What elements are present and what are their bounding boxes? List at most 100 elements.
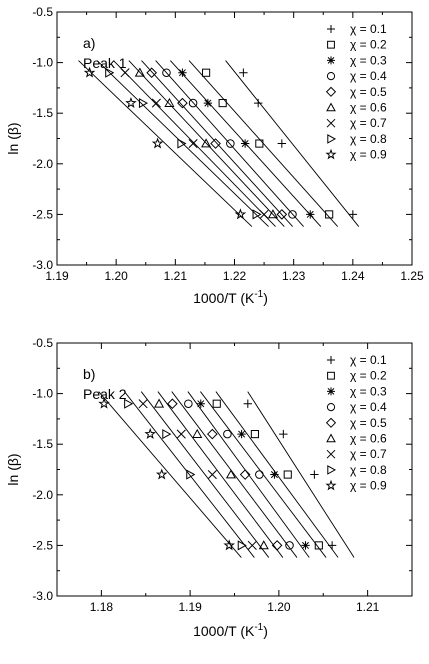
data-point-plus [327, 541, 337, 550]
data-point-circle [226, 139, 235, 148]
legend-marker-plus [327, 25, 335, 33]
data-point-diamond [276, 209, 288, 220]
data-point-x [151, 98, 161, 108]
data-point-asterisk [237, 429, 246, 439]
data-point-star [155, 468, 168, 480]
data-point-square [218, 99, 227, 108]
series-03 [178, 68, 315, 219]
fit-line [187, 391, 310, 558]
data-point-circle [223, 429, 232, 439]
legend-marker-asterisk [327, 387, 335, 396]
data-point-diamond [206, 428, 218, 440]
fit-line [124, 391, 255, 558]
legend-label: χ = 0.1 [350, 22, 387, 36]
data-point-x [176, 429, 186, 439]
legend-label: χ = 0.4 [350, 400, 387, 414]
data-point-circle [255, 470, 264, 479]
fit-line [171, 391, 298, 558]
fit-line [141, 60, 293, 227]
legend-label: χ = 0.3 [350, 384, 387, 398]
legend: χ = 0.1 χ = 0.2χ = 0.3 χ = 0.4 χ = 0.5 χ = 0… [325, 353, 387, 493]
y-tick-label: -2.0 [32, 157, 53, 171]
data-point-star [83, 66, 96, 78]
data-point-triangle-up [164, 97, 175, 107]
series-01 [239, 68, 358, 219]
data-point-square [255, 139, 264, 148]
data-point-square [283, 470, 292, 479]
data-point-plus [348, 210, 358, 219]
data-point-triangle-right [177, 138, 187, 149]
series-07 [120, 68, 269, 219]
data-point-diamond [167, 398, 178, 410]
data-point-x [120, 68, 130, 78]
fit-lines [78, 60, 360, 227]
legend-label: χ = 0.2 [350, 38, 387, 52]
fit-line [157, 391, 284, 558]
legend-marker-triangle-up [326, 102, 336, 112]
legend-marker-x [326, 449, 336, 459]
data-point-asterisk [240, 139, 250, 148]
legend-label: χ = 0.8 [350, 132, 387, 146]
data-point-asterisk [203, 98, 213, 108]
data-point-triangle-up [192, 428, 203, 438]
fit-line [155, 60, 304, 227]
x-tick-label: 1.25 [400, 269, 424, 283]
x-axis-label: 1000/T (K-1) [193, 622, 268, 639]
data-point-star [125, 96, 137, 109]
x-tick-label: 1.20 [267, 600, 291, 614]
y-tick-label: -2.5 [32, 207, 53, 221]
series-08 [105, 67, 262, 220]
data-point-circle [162, 68, 171, 78]
data-point-triangle-up [154, 398, 165, 408]
data-point-asterisk [178, 68, 187, 77]
x-tick-label: 1.19 [45, 269, 69, 283]
panel-label: b) [83, 366, 95, 382]
data-point-triangle-right [162, 429, 172, 440]
series-02 [212, 399, 323, 550]
data-point-diamond [271, 540, 283, 551]
fit-line [96, 60, 269, 227]
legend-label: χ = 0.7 [350, 447, 387, 461]
panel-title: Peak 2 [83, 386, 127, 402]
y-tick-label: -2.0 [32, 488, 53, 502]
data-point-x [247, 540, 257, 550]
data-point-triangle-right [138, 98, 149, 109]
data-point-triangle-up [134, 67, 145, 77]
legend-marker-plus [327, 356, 335, 364]
data-point-star [98, 397, 110, 409]
y-tick-label: -1.5 [32, 106, 53, 120]
data-point-x [138, 399, 148, 409]
x-axis: 1.18 1.19 1.20 1.21 [90, 343, 380, 614]
panel-title: Peak 1 [83, 55, 127, 71]
y-tick-label: -3.0 [32, 258, 53, 272]
series-04 [162, 68, 297, 219]
legend-marker-circle [326, 403, 336, 412]
data-point-asterisk [301, 541, 310, 550]
series-01 [243, 399, 337, 550]
fit-lines [98, 391, 355, 558]
data-point-triangle-up [225, 469, 236, 479]
y-axis-label: ln (β) [5, 122, 21, 154]
series-09 [83, 66, 247, 220]
legend-marker-square [327, 40, 335, 49]
data-point-asterisk [270, 470, 279, 479]
series-05 [146, 67, 288, 220]
y-axis: -3.0 -2.5 -2.0 -1.5 -1.0 -0.5 [32, 336, 412, 603]
data-point-plus [279, 429, 288, 439]
data-point-x [188, 139, 198, 149]
data-point-circle [285, 541, 294, 550]
legend-label: χ = 0.8 [350, 463, 387, 477]
legend-label: χ = 0.7 [350, 116, 387, 130]
data-point-triangle-up [267, 209, 279, 219]
panel-a: 1.19 1.20 1.21 1.22 1.23 1.24 1.25 -3.0 -2.5 -2.0… [5, 5, 424, 306]
fit-line [140, 391, 270, 558]
x-tick-label: 1.18 [90, 600, 114, 614]
series-04 [184, 399, 294, 550]
series-09 [98, 397, 235, 551]
y-tick-label: -0.5 [32, 336, 53, 350]
data-point-diamond [210, 138, 221, 149]
legend-label: χ = 0.5 [350, 416, 387, 430]
legend-label: χ = 0.1 [350, 353, 387, 367]
data-point-diamond [146, 67, 157, 79]
